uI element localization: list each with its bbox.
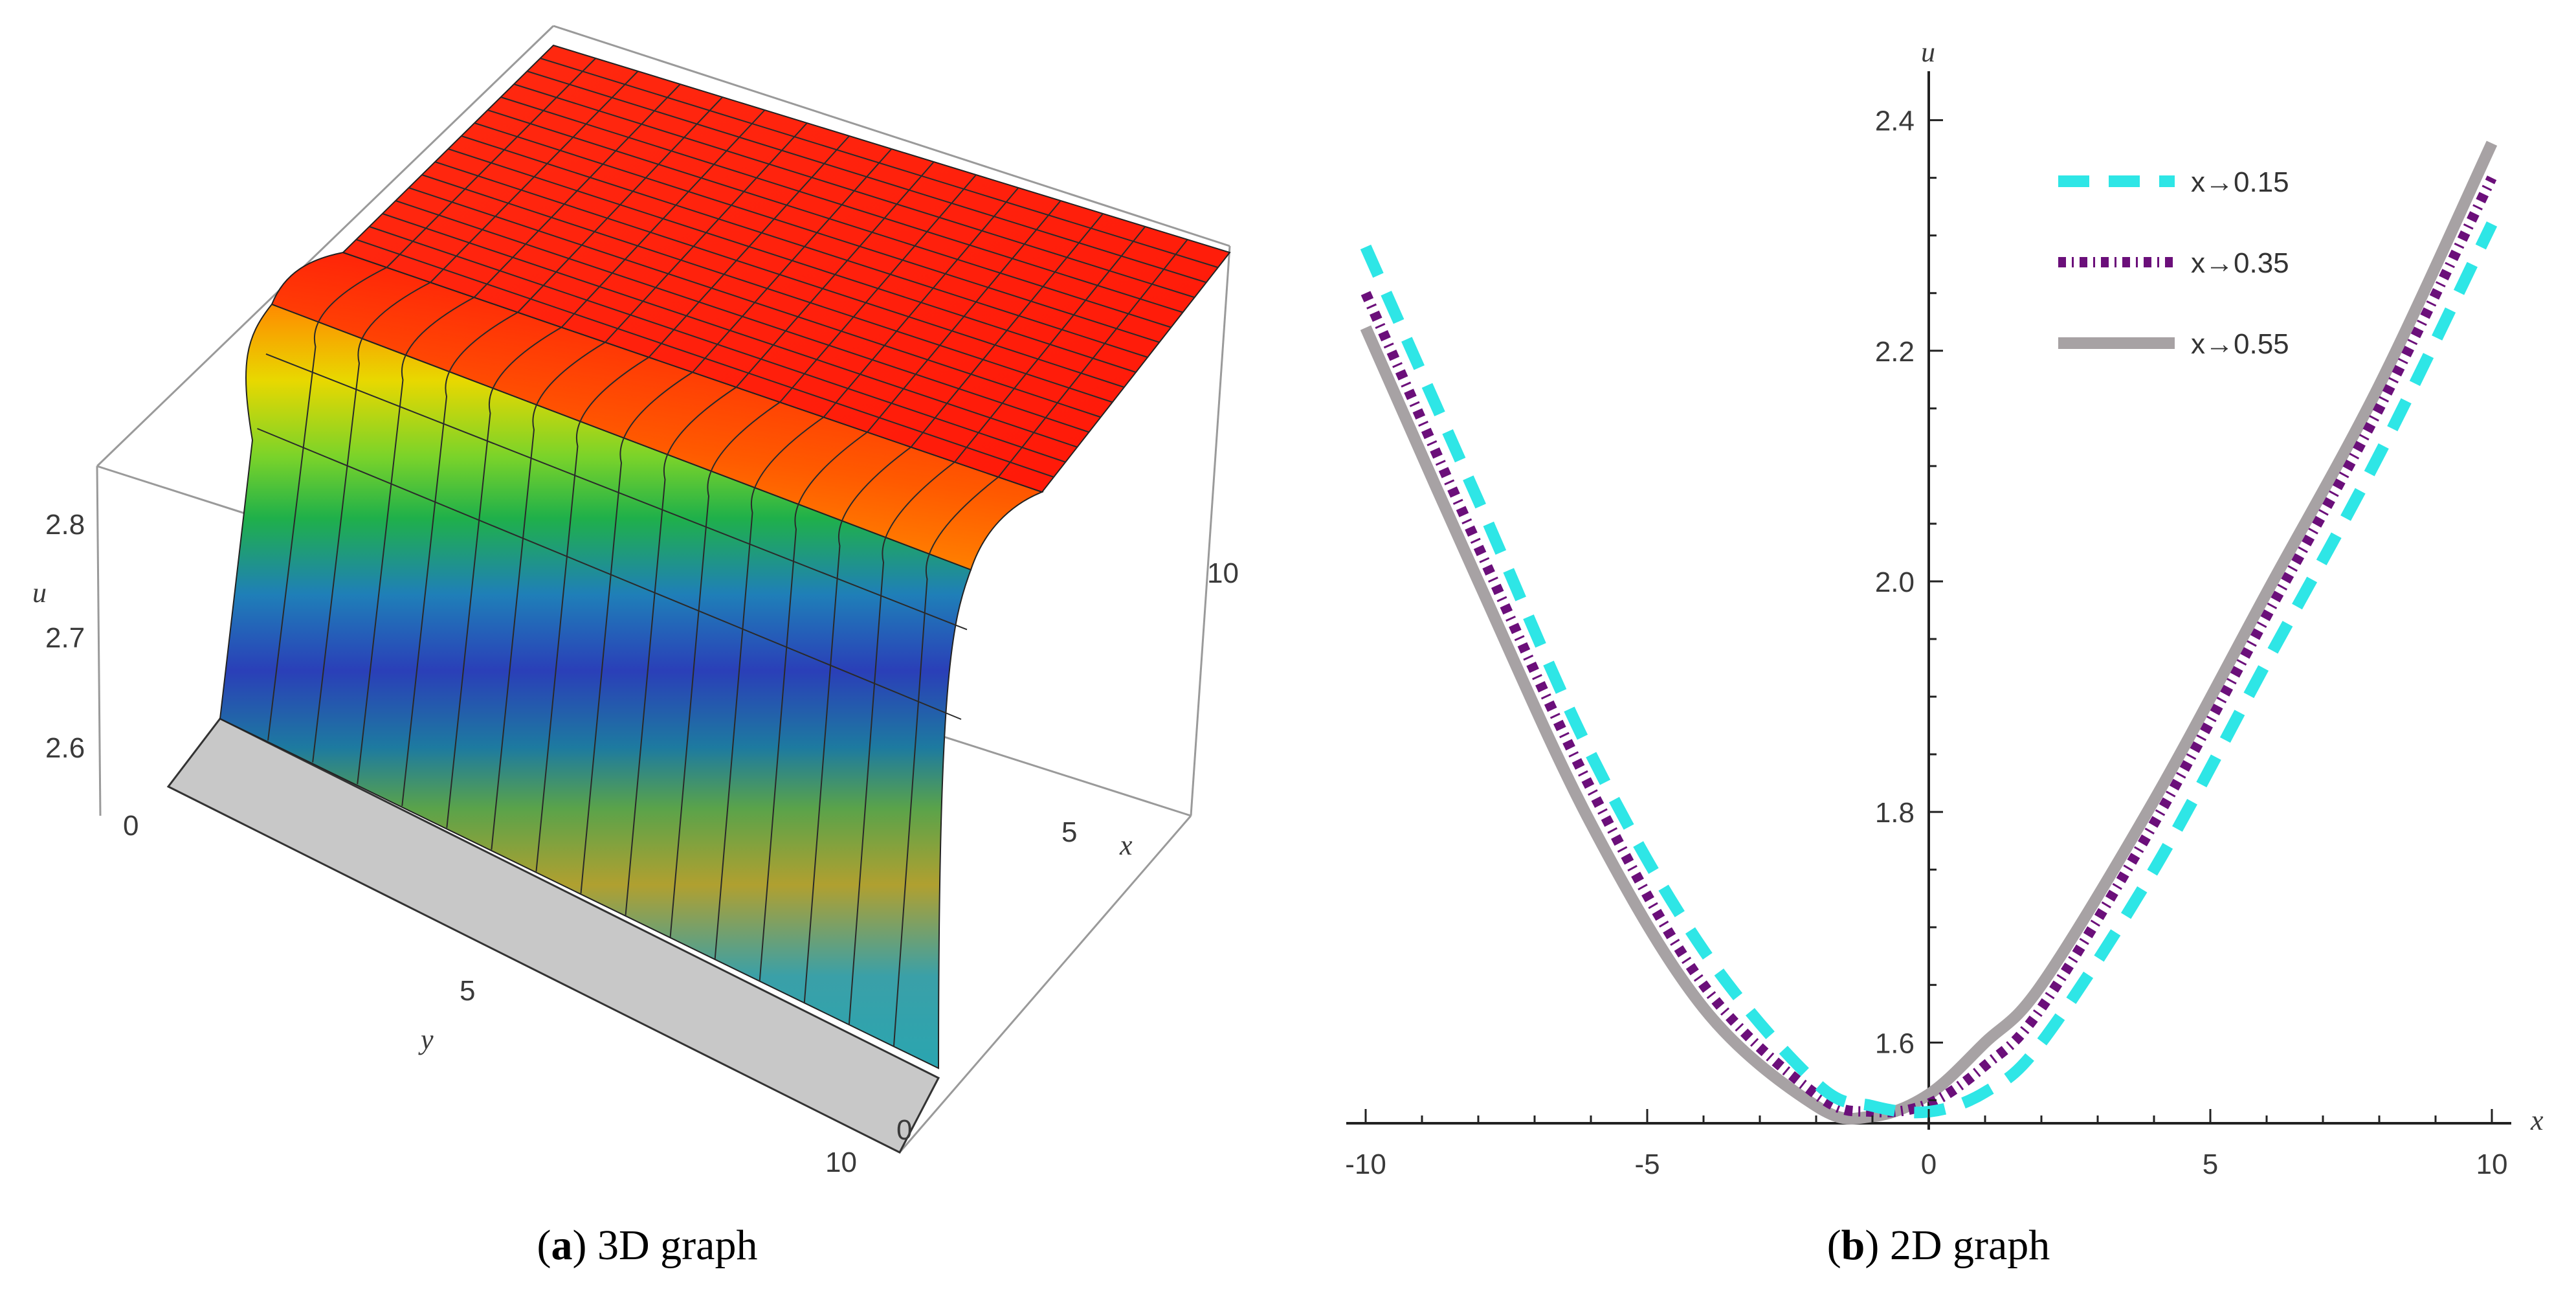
y-tick-label: 2.2	[1875, 336, 1915, 368]
mesh-rib	[580, 372, 693, 894]
surface-mesh	[257, 58, 1219, 1047]
z-tick-label-2.6: 2.6	[45, 732, 85, 764]
legend-label-2: x→0.55	[2191, 328, 2289, 360]
mesh-band	[265, 353, 968, 631]
x-tick-label-0: 0	[896, 1114, 912, 1146]
y-tick-label: 1.8	[1875, 797, 1915, 829]
mesh-line	[954, 226, 1146, 463]
mesh-rib	[535, 357, 650, 872]
series-line-2	[1360, 140, 2498, 1125]
x-tick-label-5: 5	[1061, 816, 1077, 848]
mesh-rib	[357, 297, 474, 785]
mesh-line	[448, 148, 1137, 373]
y-tick-label: 2.4	[1875, 106, 1915, 137]
caption-b-text: 2D graph	[1890, 1222, 2050, 1269]
x-tick-label: 0	[1921, 1149, 1937, 1180]
mesh-line	[474, 122, 1160, 343]
surface-top	[342, 44, 1231, 493]
y-axis-label-2d: u	[1921, 36, 1935, 68]
series-line-1	[1360, 175, 2497, 1117]
y-axis-label: y	[418, 1024, 434, 1055]
x-tick-label: 10	[2476, 1149, 2508, 1180]
mesh-rib	[267, 267, 387, 741]
y-tick-label: 2.0	[1875, 566, 1915, 598]
mesh-rib	[491, 341, 606, 850]
y-tick-label-0: 0	[123, 810, 139, 842]
mesh-line	[487, 109, 1171, 328]
mesh-line	[735, 161, 935, 388]
caption-a-label: a	[551, 1222, 573, 1269]
mesh-line	[867, 200, 1061, 433]
y-tick-label-10: 10	[825, 1147, 857, 1178]
legend-label-0: x→0.15	[2191, 166, 2289, 198]
z-axis-label: u	[32, 577, 47, 609]
caption-b: (b) 2D graph	[1827, 1222, 2050, 1269]
x-tick-label-10: 10	[1207, 557, 1239, 589]
mesh-rib	[669, 401, 781, 937]
mesh-line	[461, 135, 1148, 358]
mesh-rib	[893, 476, 999, 1047]
mesh-line	[527, 71, 1207, 284]
y-tick-label-5: 5	[460, 975, 475, 1007]
caption-a-text: 3D graph	[597, 1222, 757, 1269]
x-axis-label-2d: x	[2530, 1104, 2544, 1136]
mesh-rib	[803, 446, 912, 1003]
legend: x→0.15 x→0.35 x→0.55	[2058, 166, 2289, 360]
x-tick-label: -10	[1345, 1149, 1386, 1180]
mesh-rib	[759, 431, 868, 981]
z-tick-label-2.7: 2.7	[45, 622, 85, 654]
x-axis-label: x	[1119, 829, 1133, 861]
x-tick-label: 5	[2203, 1149, 2218, 1180]
surface-floor	[166, 717, 940, 1154]
panel-3d: 2.8 2.7 2.6 u 0 5 10 y 0 5 10 x (a) 3D g…	[32, 25, 1239, 1269]
y-tick-label: 1.6	[1875, 1027, 1915, 1059]
z-tick-label-2.8: 2.8	[45, 509, 85, 541]
mesh-line	[910, 213, 1104, 448]
panel-2d: -10 -5 0 5 10 1.6 1.8 2.0 2.2 2.4 x u x→0.15 x→0.…	[1345, 36, 2544, 1269]
mesh-rib	[714, 416, 825, 959]
mesh-line	[779, 174, 977, 403]
mesh-rib	[625, 387, 737, 915]
x-tick-label: -5	[1634, 1149, 1660, 1180]
caption-b-label: b	[1841, 1222, 1865, 1269]
mesh-line	[500, 96, 1183, 313]
mesh-band	[257, 428, 962, 720]
mesh-line	[540, 58, 1219, 269]
mesh-rib	[312, 282, 431, 763]
mesh-rib	[848, 461, 955, 1025]
mesh-line	[823, 187, 1019, 418]
mesh-rib	[401, 311, 518, 807]
mesh-line	[997, 239, 1188, 478]
mesh-rib	[446, 326, 562, 828]
surface-front-face	[219, 303, 972, 1070]
legend-label-1: x→0.35	[2191, 247, 2289, 279]
line-chart-axes	[1346, 71, 2511, 1130]
caption-a: (a) 3D graph	[537, 1222, 758, 1269]
mesh-line	[513, 84, 1195, 298]
line-chart-ticks: -10 -5 0 5 10 1.6 1.8 2.0 2.2 2.4	[1345, 106, 2507, 1180]
